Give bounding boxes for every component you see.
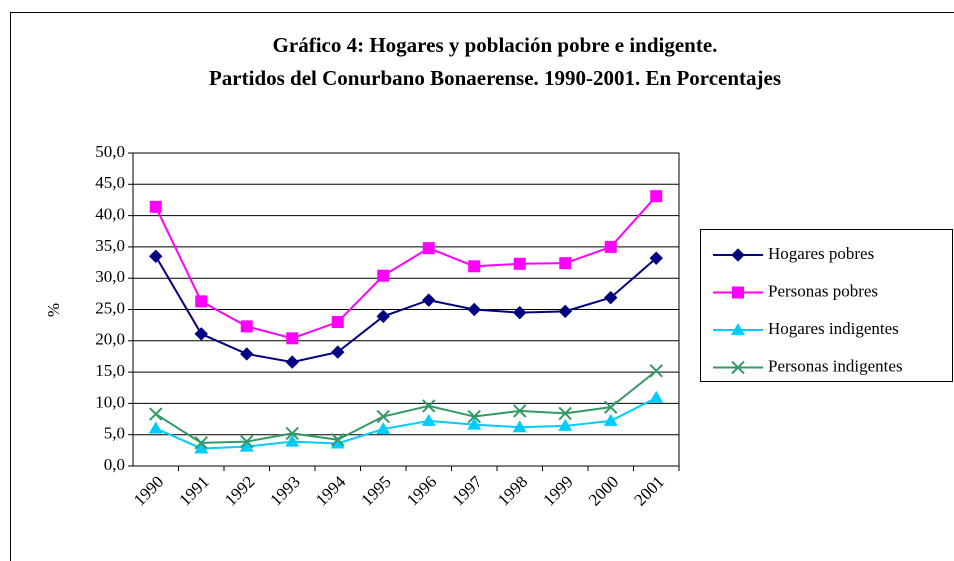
chart-subtitle: Partidos del Conurbano Bonaerense. 1990-… [209, 66, 781, 90]
legend-label: Personas indigentes [768, 356, 903, 375]
series-line [155, 370, 657, 444]
x-tick-label: 2000 [585, 472, 622, 509]
x-tick-label: 1994 [312, 472, 350, 510]
marker [604, 290, 618, 305]
marker [649, 364, 663, 378]
marker [513, 404, 527, 418]
x-tick-label: 2001 [630, 472, 667, 509]
y-tick-label: 45,0 [95, 173, 125, 192]
y-tick-label: 10,0 [95, 392, 125, 411]
marker [285, 434, 300, 447]
marker [286, 332, 299, 345]
marker [376, 409, 390, 424]
legend-label: Hogares pobres [768, 244, 874, 263]
series-line [154, 195, 657, 340]
legend-label: Personas pobres [768, 281, 878, 300]
marker [604, 240, 617, 253]
y-tick-label: 15,0 [95, 361, 125, 380]
marker [513, 257, 526, 270]
marker [194, 441, 209, 454]
marker [239, 439, 254, 452]
x-tick-label: 1999 [539, 472, 576, 509]
x-tick-label: 1998 [494, 472, 531, 509]
y-tick-label: 20,0 [95, 330, 125, 349]
x-tick-label: 1991 [175, 472, 212, 509]
marker [558, 304, 572, 319]
marker [240, 434, 254, 449]
chart-title: Gráfico 4: Hogares y población pobre e i… [273, 33, 718, 57]
marker [421, 413, 436, 426]
marker [285, 355, 299, 369]
marker [559, 257, 572, 270]
marker [467, 417, 482, 430]
marker [148, 421, 163, 434]
marker [149, 249, 163, 263]
x-tick-label: 1997 [448, 472, 486, 510]
x-tick-label: 1993 [266, 472, 303, 509]
marker [376, 309, 390, 324]
x-tick-label: 1995 [357, 472, 394, 509]
marker [194, 436, 208, 450]
marker [149, 407, 163, 421]
y-tick-label: 50,0 [95, 142, 125, 161]
legend-label: Hogares indigentes [768, 319, 899, 338]
marker [422, 242, 435, 255]
marker [731, 248, 745, 262]
marker [330, 436, 345, 449]
marker [731, 323, 745, 335]
marker [195, 295, 208, 308]
marker [468, 260, 481, 273]
marker [467, 302, 481, 317]
y-tick-label: 5,0 [104, 424, 125, 443]
marker [331, 345, 345, 359]
marker [377, 269, 390, 282]
series-line [155, 396, 657, 450]
marker [558, 418, 573, 431]
marker [331, 433, 345, 447]
y-tick-label: 0,0 [104, 455, 125, 474]
y-axis-label: % [44, 303, 63, 317]
marker [513, 305, 527, 320]
marker [649, 390, 664, 403]
y-tick-label: 35,0 [95, 236, 125, 255]
series-line [154, 255, 657, 364]
marker [194, 327, 208, 341]
marker [285, 426, 299, 441]
x-tick-label: 1992 [221, 472, 258, 509]
marker [240, 347, 254, 361]
marker [604, 400, 618, 414]
marker [732, 286, 744, 299]
marker [149, 200, 162, 213]
marker [649, 251, 663, 265]
y-tick-label: 25,0 [95, 298, 125, 317]
marker [240, 320, 253, 333]
marker [650, 190, 663, 203]
marker [376, 422, 391, 435]
marker [467, 409, 481, 424]
marker [422, 293, 436, 307]
marker [331, 316, 344, 329]
marker [603, 413, 618, 426]
marker [512, 420, 527, 433]
y-tick-label: 30,0 [95, 267, 125, 286]
y-tick-label: 40,0 [95, 205, 125, 224]
marker [558, 406, 572, 421]
x-tick-label: 1996 [403, 472, 440, 509]
x-tick-label: 1990 [130, 472, 167, 509]
marker [422, 399, 436, 413]
marker [731, 360, 745, 375]
